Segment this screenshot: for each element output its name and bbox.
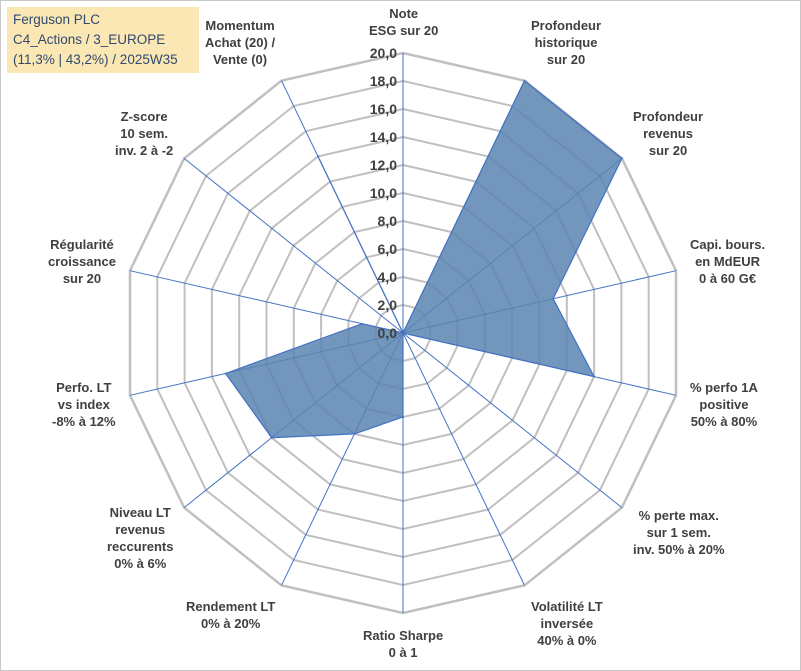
data-point xyxy=(317,155,319,158)
axis-label-line: inversée xyxy=(540,616,594,631)
data-point xyxy=(552,297,555,300)
tick-label: 4,0 xyxy=(378,269,398,285)
axis-label-line: Achat (20) / xyxy=(205,35,276,50)
axis-label-line: vs index xyxy=(57,397,110,412)
axis-label-line: 40% à 0% xyxy=(537,633,597,648)
axis-label: Niveau LT revenus reccurents 0% à 6% xyxy=(107,504,173,572)
axis-label-line: 10 sem. xyxy=(120,126,168,141)
axis-label: Rendement LT 0% à 20% xyxy=(186,598,275,632)
tick-label: 18,0 xyxy=(370,73,397,89)
axis-label: Note ESG sur 20 xyxy=(369,5,438,39)
tick-label: 16,0 xyxy=(370,101,397,117)
axis-label-line: 0 à 1 xyxy=(388,645,418,660)
axis-label-line: Régularité xyxy=(50,237,114,252)
company-name: Ferguson PLC xyxy=(13,12,101,27)
radial-tick-labels: 0,0 2,0 4,0 6,0 8,0 10,0 12,0 14,0 16,0 18,0 20,0 xyxy=(370,45,397,341)
axis-label-line: sur 20 xyxy=(648,143,688,158)
data-point xyxy=(523,79,526,82)
axis-label-line: inv. 2 à -2 xyxy=(115,143,174,158)
axis-label-line: Volatilité LT xyxy=(531,599,603,614)
axis-label-line: -8% à 12% xyxy=(52,414,116,429)
category-path: C4_Actions / 3_EUROPE xyxy=(13,32,166,47)
tick-label: 6,0 xyxy=(378,241,398,257)
radar-spoke xyxy=(183,158,404,334)
radar-series xyxy=(224,79,623,439)
data-point xyxy=(402,416,404,418)
tick-label: 10,0 xyxy=(370,185,397,201)
data-point xyxy=(353,432,356,435)
data-point xyxy=(224,372,227,375)
axis-label-line: Profondeur xyxy=(531,18,602,33)
axis-label-line: sur 20 xyxy=(546,52,586,67)
tick-label: 2,0 xyxy=(378,297,398,313)
axis-label: Profondeur revenus sur 20 xyxy=(633,108,703,159)
tick-label: 20,0 xyxy=(370,45,397,61)
axis-label-line: Momentum xyxy=(205,18,275,33)
data-point xyxy=(270,436,273,439)
tick-label: 0,0 xyxy=(378,325,398,341)
axis-label-line: positive xyxy=(699,397,749,412)
axis-label-line: Capi. bours. xyxy=(690,237,766,252)
axis-label: % perfo 1A positive 50% à 80% xyxy=(690,379,758,430)
axis-label-line: Perfo. LT xyxy=(56,380,112,395)
axis-label-line: 0 à 60 G€ xyxy=(699,271,757,286)
radar-spoke xyxy=(129,270,404,334)
axis-label: Volatilité LT inversée 40% à 0% xyxy=(531,598,603,649)
axis-label-line: en MdEUR xyxy=(695,254,761,269)
tick-label: 14,0 xyxy=(370,129,397,145)
axis-label-line: Profondeur xyxy=(633,109,704,124)
axis-label-line: inv. 50% à 20% xyxy=(633,542,725,557)
data-point xyxy=(361,322,364,325)
radar-spoke xyxy=(402,332,525,586)
axis-label-line: sur 1 sem. xyxy=(646,525,711,540)
axis-label-line: ESG sur 20 xyxy=(369,23,439,38)
axis-label-line: 50% à 80% xyxy=(690,414,758,429)
tick-label: 12,0 xyxy=(370,157,397,173)
axis-label-line: revenus xyxy=(115,522,166,537)
axis-label-line: Ratio Sharpe xyxy=(363,628,444,643)
axis-label-line: Niveau LT xyxy=(109,505,171,520)
axis-label-line: Vente (0) xyxy=(212,52,268,67)
axis-label: Momentum Achat (20) / Vente (0) xyxy=(205,17,275,68)
axis-label-line: Z-score xyxy=(120,109,168,124)
radar-spoke xyxy=(402,332,623,508)
axis-label-line: croissance xyxy=(48,254,116,269)
axis-label-line: sur 20 xyxy=(62,271,102,286)
axis-label: Z-score 10 sem. inv. 2 à -2 xyxy=(115,108,173,159)
axis-label-line: Rendement LT xyxy=(186,599,276,614)
axis-label-line: % perfo 1A xyxy=(690,380,758,395)
info-box: Ferguson PLC C4_Actions / 3_EUROPE (11,3… xyxy=(7,7,199,73)
axis-label-line: reccurents xyxy=(107,539,174,554)
stats-line: (11,3% | 43,2%) / 2025W35 xyxy=(13,52,178,67)
axis-label-line: historique xyxy=(534,35,598,50)
axis-label: Ratio Sharpe 0 à 1 xyxy=(363,627,443,661)
axis-label: Capi. bours. en MdEUR 0 à 60 G€ xyxy=(690,236,765,287)
axis-label: Perfo. LT vs index -8% à 12% xyxy=(52,379,116,430)
axis-label: Profondeur historique sur 20 xyxy=(531,17,601,68)
data-point xyxy=(402,332,404,334)
axis-label: Régularité croissance sur 20 xyxy=(48,236,116,287)
axis-label: % perte max. sur 1 sem. inv. 50% à 20% xyxy=(633,507,725,558)
axis-label-line: Note xyxy=(389,6,419,21)
data-point xyxy=(593,375,596,378)
data-area xyxy=(224,79,623,439)
axis-label-line: % perte max. xyxy=(638,508,719,523)
data-point xyxy=(620,157,623,160)
axis-label-line: revenus xyxy=(643,126,693,141)
axis-label-line: 0% à 20% xyxy=(201,616,261,631)
axis-label-line: 0% à 6% xyxy=(114,556,167,571)
tick-label: 8,0 xyxy=(378,213,398,229)
